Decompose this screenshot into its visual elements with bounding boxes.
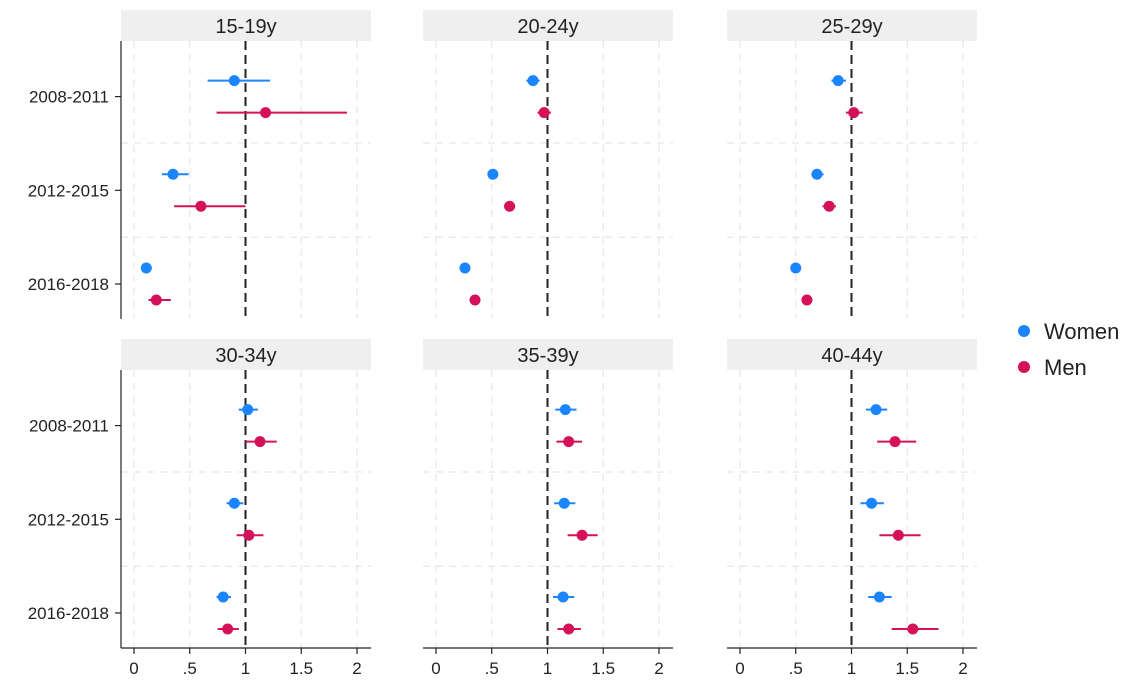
x-tick-label: 1 — [241, 659, 250, 678]
panel-strip — [121, 339, 371, 370]
point-men — [150, 294, 162, 306]
x-tick-label: 0 — [431, 659, 440, 678]
panel-30-34y: 30-34y 2008-2011 2012-2015 2016-2018 0 .5 1 1.5… — [28, 339, 371, 678]
point-men — [848, 107, 860, 119]
point-men — [801, 294, 813, 306]
point-men — [538, 107, 550, 119]
point-women — [487, 168, 499, 180]
x-tick-label: 2 — [958, 659, 967, 678]
point-women — [228, 497, 240, 509]
y-tick-label: 2016-2018 — [28, 275, 109, 294]
legend-label-women: Women — [1044, 319, 1119, 344]
x-tick-label: 2 — [654, 659, 663, 678]
legend-label-men: Men — [1044, 355, 1087, 380]
y-tick-label: 2012-2015 — [28, 181, 109, 200]
x-tick-label: 1 — [543, 659, 552, 678]
point-men — [222, 623, 234, 635]
panel-title: 30-34y — [215, 345, 276, 367]
y-tick-label: 2016-2018 — [28, 604, 109, 623]
panel-strip — [727, 339, 977, 370]
point-women — [832, 75, 844, 87]
legend: Women Men — [1018, 319, 1119, 380]
x-tick-label: 2 — [352, 659, 361, 678]
point-men — [504, 200, 516, 212]
point-women — [228, 75, 240, 87]
point-women — [557, 591, 569, 603]
point-women — [870, 404, 882, 416]
point-men — [254, 436, 266, 448]
panel-strip — [727, 10, 977, 41]
point-women — [242, 404, 254, 416]
point-men — [907, 623, 919, 635]
x-tick-label: .5 — [789, 659, 803, 678]
point-women — [217, 591, 229, 603]
panel-25-29y: 25-29y — [727, 10, 977, 319]
point-men — [195, 200, 207, 212]
x-tick-label: 0 — [735, 659, 744, 678]
panel-strip — [423, 10, 673, 41]
panel-20-24y: 20-24y — [423, 10, 673, 319]
panel-strip — [121, 10, 371, 41]
panel-15-19y: 15-19y 2008-2011 2012-2015 2016-2018 — [28, 10, 371, 319]
point-women — [558, 497, 570, 509]
point-men — [260, 107, 272, 119]
point-men — [243, 529, 255, 541]
point-men — [823, 200, 835, 212]
panel-title: 35-39y — [517, 345, 578, 367]
x-tick-label: 1 — [847, 659, 856, 678]
x-tick-label: 1.5 — [289, 659, 313, 678]
panel-title: 40-44y — [821, 345, 882, 367]
point-women — [559, 404, 571, 416]
point-men — [563, 436, 575, 448]
x-tick-label: .5 — [183, 659, 197, 678]
panel-title: 20-24y — [517, 16, 578, 38]
point-women — [811, 168, 823, 180]
y-tick-label: 2008-2011 — [29, 417, 109, 436]
legend-marker-men — [1018, 361, 1030, 373]
panel-strip — [423, 339, 673, 370]
point-women — [459, 262, 471, 274]
y-tick-label: 2008-2011 — [29, 88, 109, 107]
x-tick-label: 0 — [129, 659, 138, 678]
x-tick-label: 1.5 — [591, 659, 615, 678]
panel-40-44y: 40-44y 0 .5 1 1.5 2 — [727, 339, 977, 678]
point-women — [790, 262, 802, 274]
x-tick-label: 1.5 — [895, 659, 919, 678]
point-men — [576, 529, 588, 541]
point-men — [892, 529, 904, 541]
y-tick-label: 2012-2015 — [28, 510, 109, 529]
point-women — [527, 75, 539, 87]
point-women — [866, 497, 878, 509]
point-men — [563, 623, 575, 635]
point-men — [889, 436, 901, 448]
x-tick-label: .5 — [485, 659, 499, 678]
panel-title: 25-29y — [821, 16, 882, 38]
panel-title: 15-19y — [215, 16, 276, 38]
point-women — [167, 168, 179, 180]
legend-marker-women — [1018, 325, 1030, 337]
panel-35-39y: 35-39y 0 .5 1 1.5 2 — [423, 339, 673, 678]
point-women — [140, 262, 152, 274]
point-women — [873, 591, 885, 603]
point-men — [469, 294, 481, 306]
